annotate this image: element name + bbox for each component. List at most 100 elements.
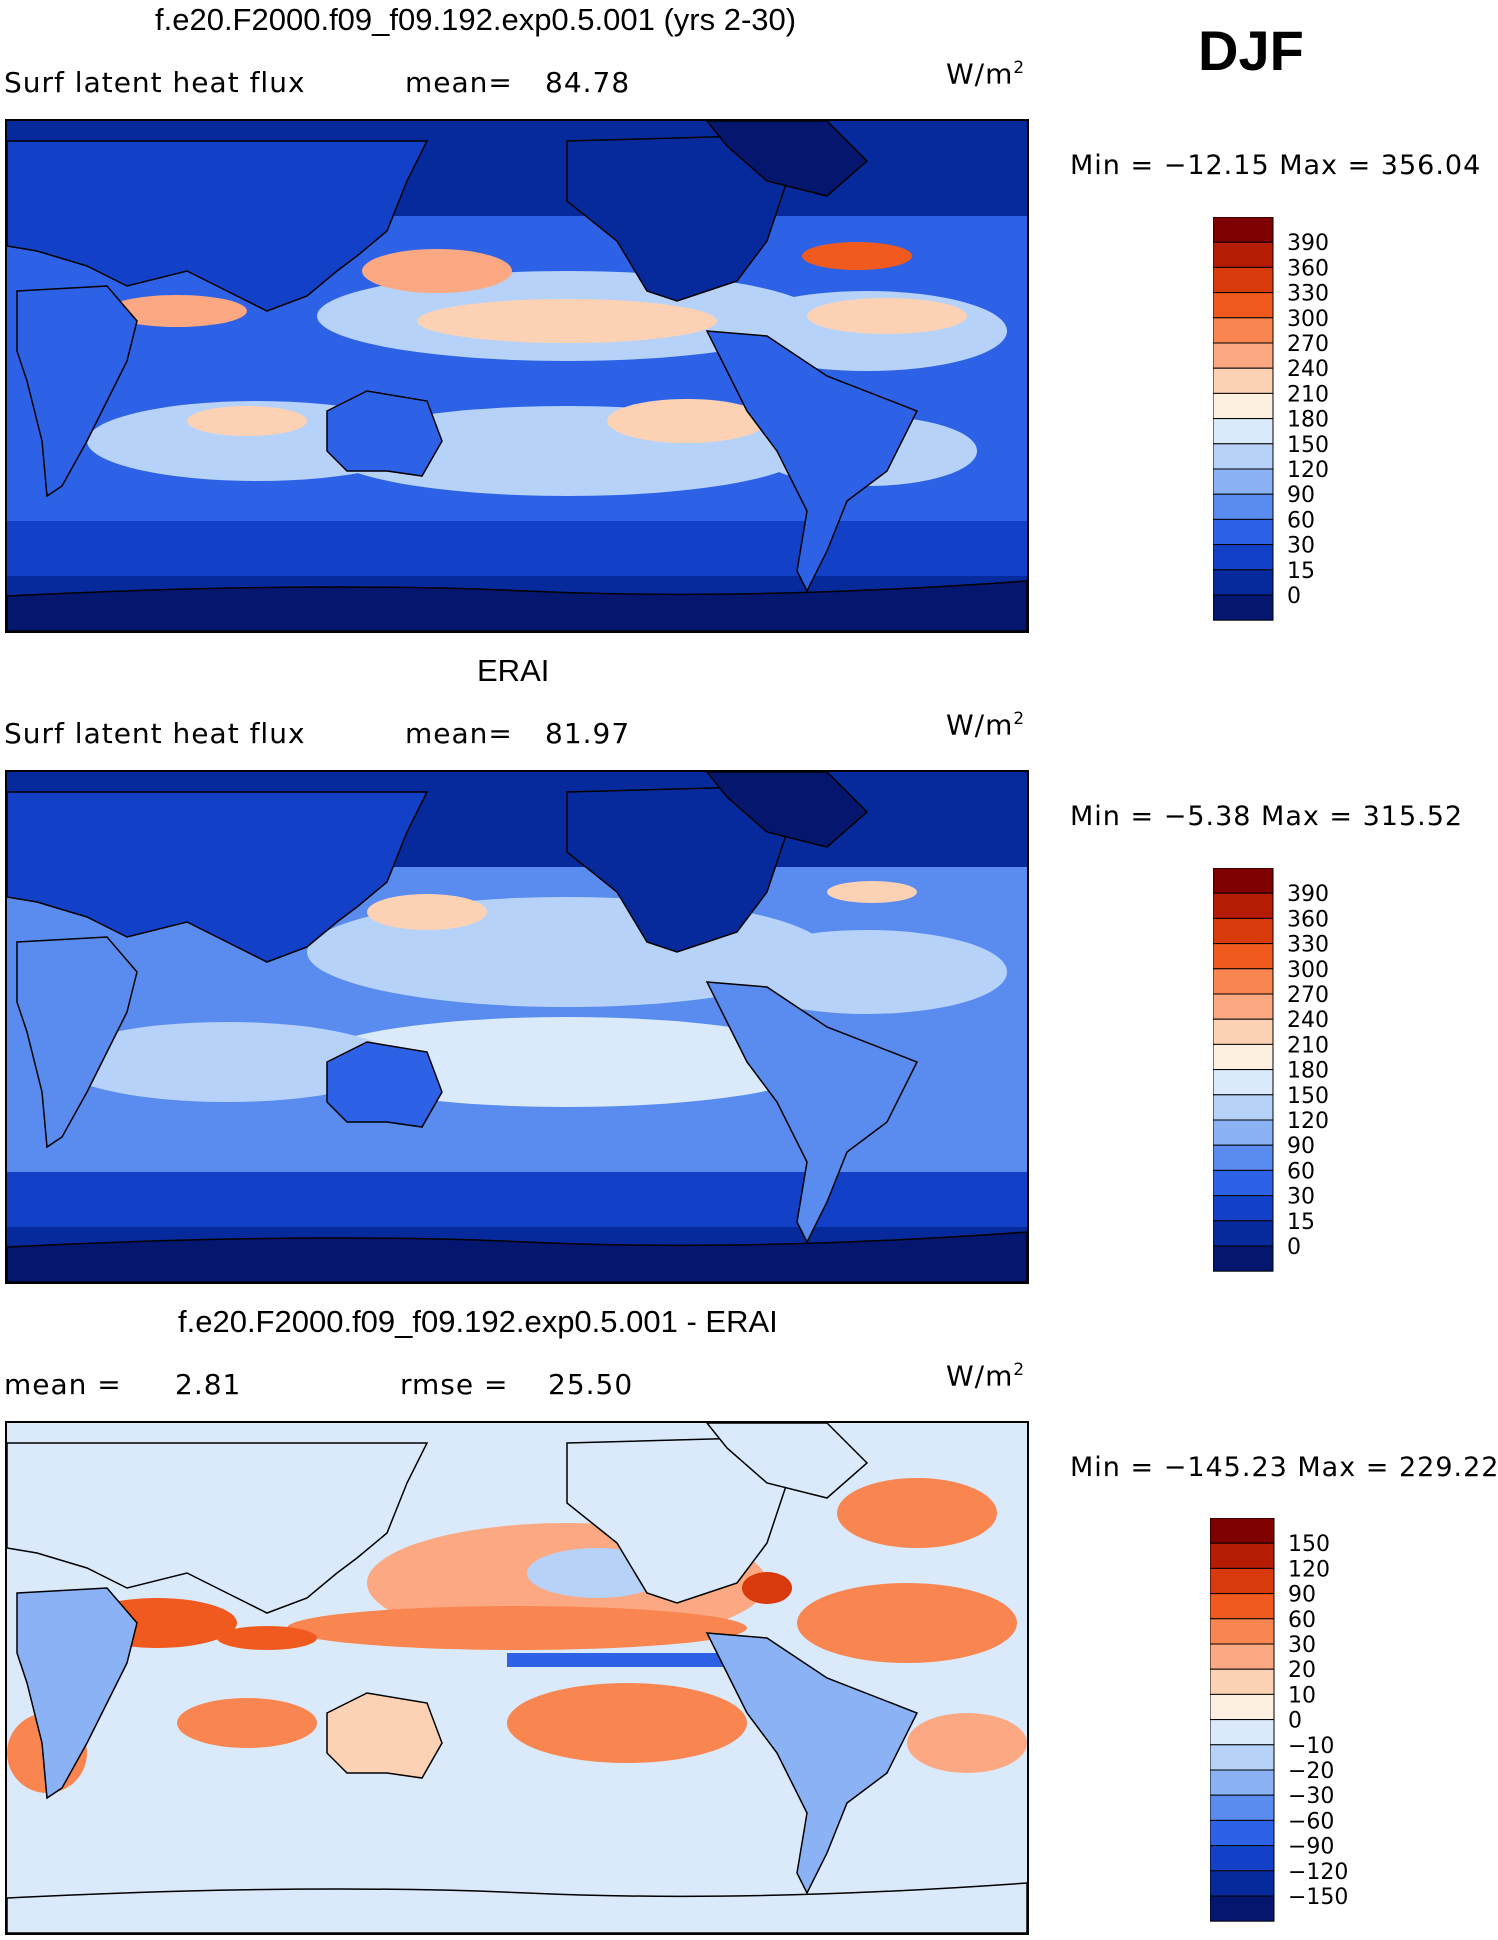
panel-3-min-max: Min = −145.23 Max = 229.22 — [1070, 1452, 1498, 1483]
panel-2-colorbar-swatch — [1212, 867, 1274, 894]
panel-2-colorbar-tick-label: 300 — [1287, 958, 1329, 983]
panel-2-colorbar-swatch — [1212, 943, 1274, 970]
panel-2-map — [5, 770, 1029, 1284]
panel-3-colorbar-swatch — [1209, 1769, 1275, 1796]
units-base: W/m — [946, 708, 1014, 742]
panel-1-colorbar-tick-label: 120 — [1287, 458, 1329, 483]
panel-1-mean-value: 84.78 — [545, 66, 631, 99]
south-pacific-max — [547, 1044, 707, 1080]
panel-3-colorbar-swatch — [1209, 1744, 1275, 1771]
panel-1-colorbar-tick-label: 390 — [1287, 231, 1329, 256]
panel-2-colorbar: 390 360 330 300 270 240 210 180 150 120 90 60 30 15 0 — [1212, 867, 1413, 1283]
panel-2-variable-label: Surf latent heat flux — [4, 717, 306, 750]
atlantic-trade-warm — [807, 298, 967, 334]
units-exponent: 2 — [1013, 57, 1026, 77]
africa — [16, 936, 138, 1149]
panel-1-colorbar-swatch — [1212, 518, 1274, 546]
panel-3-colorbar-swatch — [1209, 1542, 1275, 1569]
africa — [16, 1587, 138, 1800]
panel-1-colorbar-swatch — [1212, 594, 1274, 621]
panel-2-min-max: Min = −5.38 Max = 315.52 — [1070, 801, 1464, 832]
caribbean-max — [742, 1572, 792, 1604]
panel-1-map — [5, 119, 1029, 633]
panel-3-colorbar-tick-label: 90 — [1288, 1583, 1316, 1608]
panel-3-colorbar-tick-label: 60 — [1288, 1608, 1316, 1633]
panel-1-colorbar-tick-label: 0 — [1287, 584, 1301, 609]
panel-1-colorbar-swatch — [1212, 468, 1274, 495]
panel-1-colorbar-swatch — [1212, 392, 1274, 420]
eurasia — [7, 791, 429, 963]
africa — [16, 285, 138, 498]
panel-3-colorbar-swatch — [1209, 1618, 1275, 1645]
north-atlantic-positive — [797, 1583, 1017, 1663]
eurasia — [7, 1442, 429, 1614]
panel-1-colorbar-swatch — [1212, 443, 1274, 470]
panel-1-colorbar-tick-label: 330 — [1287, 282, 1329, 307]
season-label: DJF — [1198, 19, 1304, 82]
equatorial-negative — [507, 1653, 747, 1667]
panel-1-colorbar-tick-label: 30 — [1287, 534, 1315, 559]
panel-3-colorbar-swatch — [1209, 1719, 1275, 1746]
panel-3-colorbar-swatch — [1209, 1794, 1275, 1821]
panel-3-colorbar-swatch — [1209, 1845, 1275, 1872]
panel-1-title: f.e20.F2000.f09_f09.192.exp0.5.001 (yrs … — [155, 2, 797, 37]
south-america — [705, 981, 919, 1244]
panel-2-colorbar-tick-label: 390 — [1287, 882, 1329, 907]
panel-2-colorbar-tick-label: 360 — [1287, 907, 1329, 932]
panel-2-colorbar-swatch — [1212, 993, 1274, 1020]
panel-3-colorbar-swatch — [1209, 1643, 1275, 1670]
panel-1-colorbar-tick-label: 360 — [1287, 256, 1329, 281]
panel-1-units: W/m2 — [946, 57, 1025, 90]
panel-3-colorbar-swatch — [1209, 1895, 1275, 1922]
panel-1-colorbar-swatch — [1212, 241, 1274, 268]
panel-2-colorbar-swatch — [1212, 1018, 1274, 1045]
panel-3-mean-value: 2.81 — [175, 1368, 242, 1401]
panel-1-colorbar-swatch — [1212, 342, 1274, 369]
australia — [326, 1692, 443, 1779]
panel-2-colorbar-swatch — [1212, 892, 1274, 919]
panel-1-variable-label: Surf latent heat flux — [4, 66, 306, 99]
panel-2-colorbar-swatch — [1212, 1195, 1274, 1222]
panel-3-colorbar-tick-label: 10 — [1288, 1683, 1316, 1708]
panel-1-colorbar-swatch — [1212, 266, 1274, 294]
australia — [326, 390, 443, 477]
panel-3-colorbar-tick-label: −150 — [1288, 1885, 1348, 1910]
panel-2-colorbar-tick-label: 30 — [1287, 1185, 1315, 1210]
panel-2-colorbar-swatch — [1212, 1119, 1274, 1146]
panel-1-colorbar-swatch — [1212, 216, 1274, 243]
panel-3-mean-label: mean = — [4, 1368, 122, 1401]
panel-3-rmse-value: 25.50 — [548, 1368, 634, 1401]
south-america — [705, 1632, 919, 1895]
panel-2-units: W/m2 — [946, 708, 1025, 741]
panel-2-colorbar-tick-label: 240 — [1287, 1008, 1329, 1033]
panel-1-colorbar-tick-label: 60 — [1287, 508, 1315, 533]
panel-2-colorbar-tick-label: 270 — [1287, 983, 1329, 1008]
south-indian-light — [57, 1022, 397, 1102]
kuroshio-max — [362, 249, 512, 293]
panel-1-colorbar: 390 360 330 300 270 240 210 180 150 120 90 60 30 15 0 — [1212, 216, 1413, 632]
greenland — [706, 1423, 869, 1499]
panel-3-colorbar-tick-label: −90 — [1288, 1835, 1334, 1860]
panel-2-colorbar-swatch — [1212, 1169, 1274, 1197]
panel-3-map — [5, 1421, 1029, 1935]
antarctica — [7, 580, 1027, 631]
panel-1-colorbar-swatch — [1212, 317, 1274, 344]
panel-2-colorbar-swatch — [1212, 1220, 1274, 1247]
panel-3-colorbar-swatch — [1209, 1668, 1275, 1695]
panel-3-colorbar-tick-label: −120 — [1288, 1860, 1348, 1885]
panel-3-colorbar-swatch — [1209, 1819, 1275, 1847]
panel-3-colorbar-tick-label: 0 — [1288, 1709, 1302, 1734]
panel-3-map-svg — [7, 1423, 1027, 1933]
panel-1-colorbar-tick-label: 150 — [1287, 433, 1329, 458]
panel-2-colorbar-tick-label: 180 — [1287, 1059, 1329, 1084]
panel-2-colorbar-tick-label: 15 — [1287, 1210, 1315, 1235]
panel-2-colorbar-swatch — [1212, 1043, 1274, 1071]
labrador-positive — [837, 1478, 997, 1548]
antarctica — [7, 1882, 1027, 1933]
north-atlantic-light — [727, 930, 1007, 1014]
panel-3-rmse-label: rmse = — [400, 1368, 509, 1401]
panel-2-mean-value: 81.97 — [545, 717, 631, 750]
panel-3-colorbar-tick-label: 120 — [1288, 1557, 1330, 1582]
pacific-trade-warm — [417, 299, 717, 343]
